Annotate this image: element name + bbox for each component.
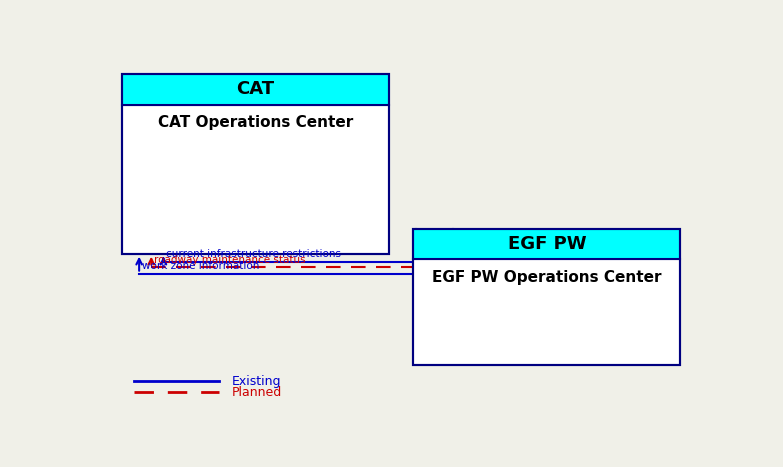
Text: roadway maintenance status: roadway maintenance status (154, 255, 306, 265)
Bar (413, 229, 680, 259)
Text: CAT Operations Center: CAT Operations Center (158, 115, 353, 130)
Bar (413, 259, 680, 365)
Bar (122, 74, 389, 105)
Text: work zone information: work zone information (143, 262, 259, 271)
Bar (122, 105, 389, 254)
Text: CAT: CAT (236, 80, 275, 98)
Text: EGF PW Operations Center: EGF PW Operations Center (432, 270, 662, 285)
Text: Planned: Planned (232, 386, 282, 399)
Text: current infrastructure restrictions: current infrastructure restrictions (167, 249, 341, 259)
Text: Existing: Existing (232, 375, 281, 388)
Bar (413, 229, 680, 365)
Bar (122, 74, 389, 254)
Text: EGF PW: EGF PW (507, 235, 586, 253)
